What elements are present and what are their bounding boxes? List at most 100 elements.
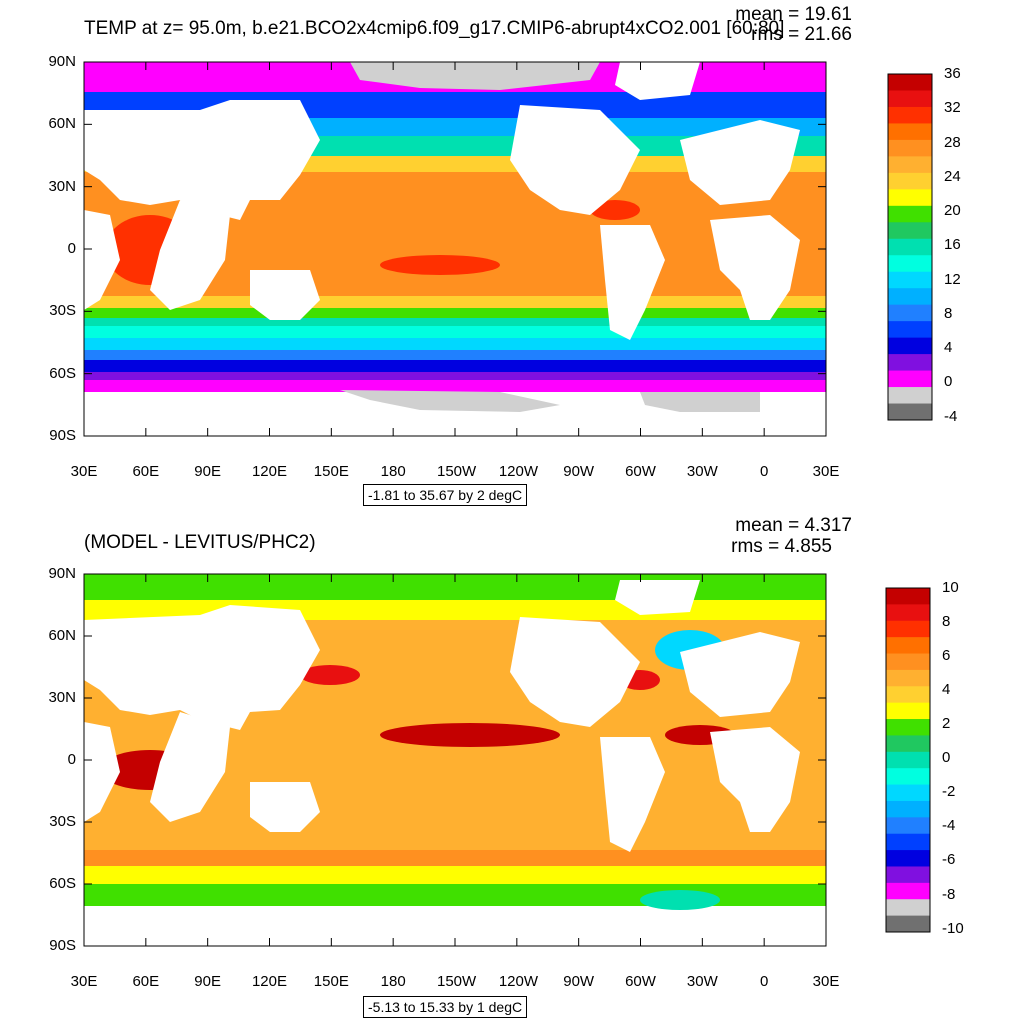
- colorbar-swatch: [888, 271, 932, 289]
- colorbar-swatch: [886, 866, 930, 884]
- colorbar-swatch: [888, 222, 932, 240]
- panel-1-mean: mean = 19.61: [735, 4, 852, 25]
- lon-tick-label: 90E: [194, 973, 221, 990]
- colorbar-swatch: [886, 719, 930, 736]
- colorbar-swatch: [888, 354, 932, 372]
- panel-1-title: TEMP at z= 95.0m, b.e21.BCO2x4cmip6.f09_…: [84, 18, 785, 39]
- panel-2-colorbar: [885, 587, 931, 933]
- lon-tick-label: 0: [759, 973, 769, 990]
- colorbar-swatch: [886, 833, 930, 851]
- colorbar-swatch: [888, 288, 932, 306]
- lat-tick-label: 90S: [49, 937, 76, 954]
- colorbar-frame: [887, 73, 933, 421]
- colorbar-swatch: [886, 686, 930, 704]
- colorbar-swatch: [888, 139, 932, 157]
- colorbar-swatch: [886, 850, 930, 867]
- lat-tick-label: 90N: [48, 565, 76, 582]
- lon-tick-label: 0: [759, 463, 769, 480]
- panel-2-map: [84, 574, 826, 946]
- lon-tick-label: 150W: [437, 463, 477, 480]
- colorbar-swatch: [888, 106, 932, 124]
- lat-tick-label: 30S: [49, 302, 76, 320]
- colorbar-swatch: [886, 882, 930, 900]
- lon-tick-label: 120W: [498, 463, 539, 480]
- lon-tick-label: 30E: [812, 463, 840, 480]
- colorbar-swatch: [886, 588, 930, 605]
- lon-tick-label: 60W: [625, 463, 656, 480]
- colorbar-label: -8: [942, 885, 956, 903]
- panel-2-rms: rms = 4.855: [731, 536, 832, 557]
- panel-1-map: [84, 62, 826, 436]
- colorbar-swatch: [888, 321, 932, 339]
- colorbar-label: 4: [944, 339, 953, 357]
- lat-tick-label: 30N: [48, 177, 76, 195]
- colorbar-swatch: [886, 669, 930, 687]
- lat-tick-label: 30N: [48, 689, 76, 706]
- colorbar-swatch: [886, 604, 930, 622]
- lon-tick-label: 30E: [812, 973, 840, 990]
- lon-tick-label: 180: [380, 463, 406, 480]
- lat-tick-label: 30S: [49, 813, 76, 830]
- lat-tick-label: 60S: [49, 364, 76, 382]
- colorbar-swatch: [888, 304, 932, 322]
- colorbar-swatch: [888, 156, 932, 174]
- colorbar-swatch: [886, 637, 930, 655]
- panel-2-mean: mean = 4.317: [735, 515, 852, 536]
- colorbar-frame: [885, 587, 931, 933]
- colorbar-label: 4: [942, 681, 951, 699]
- lon-tick-label: 150W: [437, 973, 477, 990]
- lat-tick-label: 90N: [48, 53, 76, 70]
- colorbar-swatch: [888, 337, 932, 355]
- lon-tick-label: 90E: [194, 463, 221, 480]
- colorbar-label: 2: [942, 715, 951, 733]
- colorbar-swatch: [888, 255, 932, 273]
- colorbar-swatch: [888, 189, 932, 207]
- colorbar-label: -6: [942, 851, 956, 869]
- colorbar-swatch: [888, 387, 932, 405]
- colorbar-swatch: [888, 74, 932, 91]
- lon-tick-label: 30W: [686, 973, 718, 990]
- lon-tick-label: 90W: [563, 973, 595, 990]
- colorbar-label: 16: [944, 236, 961, 254]
- panel-1-contour-range: -1.81 to 35.67 by 2 degC: [363, 484, 528, 506]
- colorbar-swatch: [886, 899, 930, 917]
- lon-tick-label: 120E: [251, 463, 288, 480]
- colorbar-label: 32: [944, 99, 961, 117]
- lon-tick-label: 90W: [563, 463, 595, 480]
- lon-tick-label: 60E: [132, 973, 160, 990]
- colorbar-swatch: [888, 90, 932, 108]
- colorbar-label: 28: [944, 133, 961, 151]
- lat-tick-label: 0: [67, 240, 76, 257]
- lon-tick-label: 150E: [313, 463, 349, 480]
- colorbar-swatch: [886, 735, 930, 753]
- colorbar-label: -2: [942, 783, 956, 801]
- colorbar-swatch: [888, 123, 932, 141]
- panel-1-colorbar: [887, 73, 933, 421]
- lon-tick-label: 30W: [686, 463, 718, 480]
- colorbar-label: 24: [944, 167, 961, 185]
- lat-tick-label: 60N: [48, 115, 76, 133]
- colorbar-swatch: [888, 172, 932, 190]
- colorbar-label: 20: [944, 202, 961, 220]
- colorbar-swatch: [888, 238, 932, 256]
- colorbar-swatch: [886, 653, 930, 671]
- colorbar-label: -4: [942, 817, 956, 835]
- colorbar-label: 0: [942, 749, 951, 767]
- colorbar-label: 8: [942, 613, 951, 631]
- lat-tick-label: 90S: [49, 427, 76, 444]
- colorbar-swatch: [886, 915, 930, 933]
- colorbar-label: 10: [942, 579, 959, 596]
- colorbar-swatch: [886, 800, 930, 818]
- panel-1-rms: rms = 21.66: [751, 24, 852, 45]
- lon-tick-label: 150E: [313, 973, 349, 990]
- lat-tick-label: 60N: [48, 627, 76, 644]
- colorbar-swatch: [888, 370, 932, 388]
- colorbar-swatch: [888, 403, 932, 421]
- lon-tick-label: 30E: [70, 463, 98, 480]
- colorbar-swatch: [886, 768, 930, 786]
- colorbar-swatch: [886, 702, 930, 720]
- colorbar-swatch: [886, 620, 930, 638]
- lon-tick-label: 120E: [251, 973, 288, 990]
- panel-2-title: (MODEL - LEVITUS/PHC2): [84, 532, 316, 553]
- colorbar-label: -10: [942, 919, 964, 937]
